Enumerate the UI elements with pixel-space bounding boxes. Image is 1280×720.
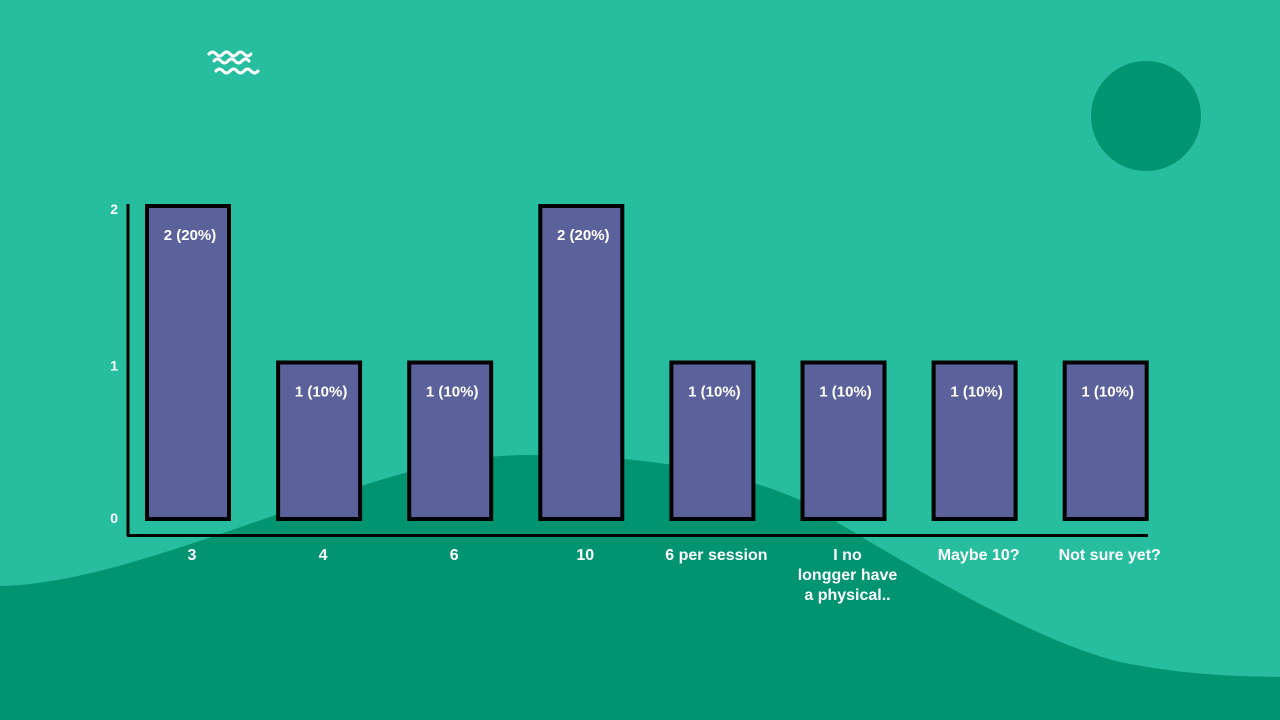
data-label: 2 (20%) xyxy=(164,227,217,244)
x-tick-label: 6 xyxy=(450,547,459,564)
data-label: 2 (20%) xyxy=(557,227,610,244)
x-tick-label-line: a physical.. xyxy=(804,587,890,604)
data-label: 1 (10%) xyxy=(1081,384,1134,401)
data-label: 1 (10%) xyxy=(950,384,1003,401)
x-tick-label-line: Maybe 10? xyxy=(938,547,1020,564)
bar xyxy=(276,360,363,521)
x-tick-label-line: 3 xyxy=(188,547,197,564)
bar xyxy=(407,360,494,521)
x-tick-label: 4 xyxy=(319,547,328,564)
x-tick-label: 10 xyxy=(576,547,594,564)
bar xyxy=(800,360,887,521)
y-tick-label: 0 xyxy=(110,510,118,526)
x-tick-label-line: 6 xyxy=(450,547,459,564)
x-tick-label: I no longger have a physical.. xyxy=(798,547,898,604)
bar xyxy=(145,204,231,521)
y-tick-label: 2 xyxy=(110,201,118,217)
x-tick-label-line: Not sure yet? xyxy=(1059,547,1161,564)
data-label: 1 (10%) xyxy=(688,384,741,401)
x-tick-label: Maybe 10? xyxy=(938,547,1020,564)
wave-lines-icon xyxy=(207,50,260,75)
bar xyxy=(931,360,1018,521)
x-tick-label: 6 per session xyxy=(665,547,767,564)
bar-chart: 0 1 2 2 (20%) 3 1 (10%) 4 1 (10%) 6 2 (20%) 10 1 (1… xyxy=(110,201,1161,604)
x-tick-label-line: 4 xyxy=(319,547,328,564)
x-tick-label-line: longger have xyxy=(798,567,898,584)
x-tick-label: Not sure yet? xyxy=(1059,547,1161,564)
x-tick-label: 3 xyxy=(188,547,197,564)
background-hill xyxy=(0,455,1280,720)
data-label: 1 (10%) xyxy=(295,384,348,401)
data-label: 1 (10%) xyxy=(819,384,872,401)
circle-decoration xyxy=(1091,61,1201,171)
y-tick-label: 1 xyxy=(110,358,118,374)
data-label: 1 (10%) xyxy=(426,384,479,401)
x-tick-label-line: 6 per session xyxy=(665,547,767,564)
x-tick-label-line: I no xyxy=(833,547,862,564)
bar xyxy=(538,204,625,521)
bar xyxy=(1062,360,1149,521)
bar xyxy=(669,360,756,521)
x-tick-label-line: 10 xyxy=(576,547,594,564)
